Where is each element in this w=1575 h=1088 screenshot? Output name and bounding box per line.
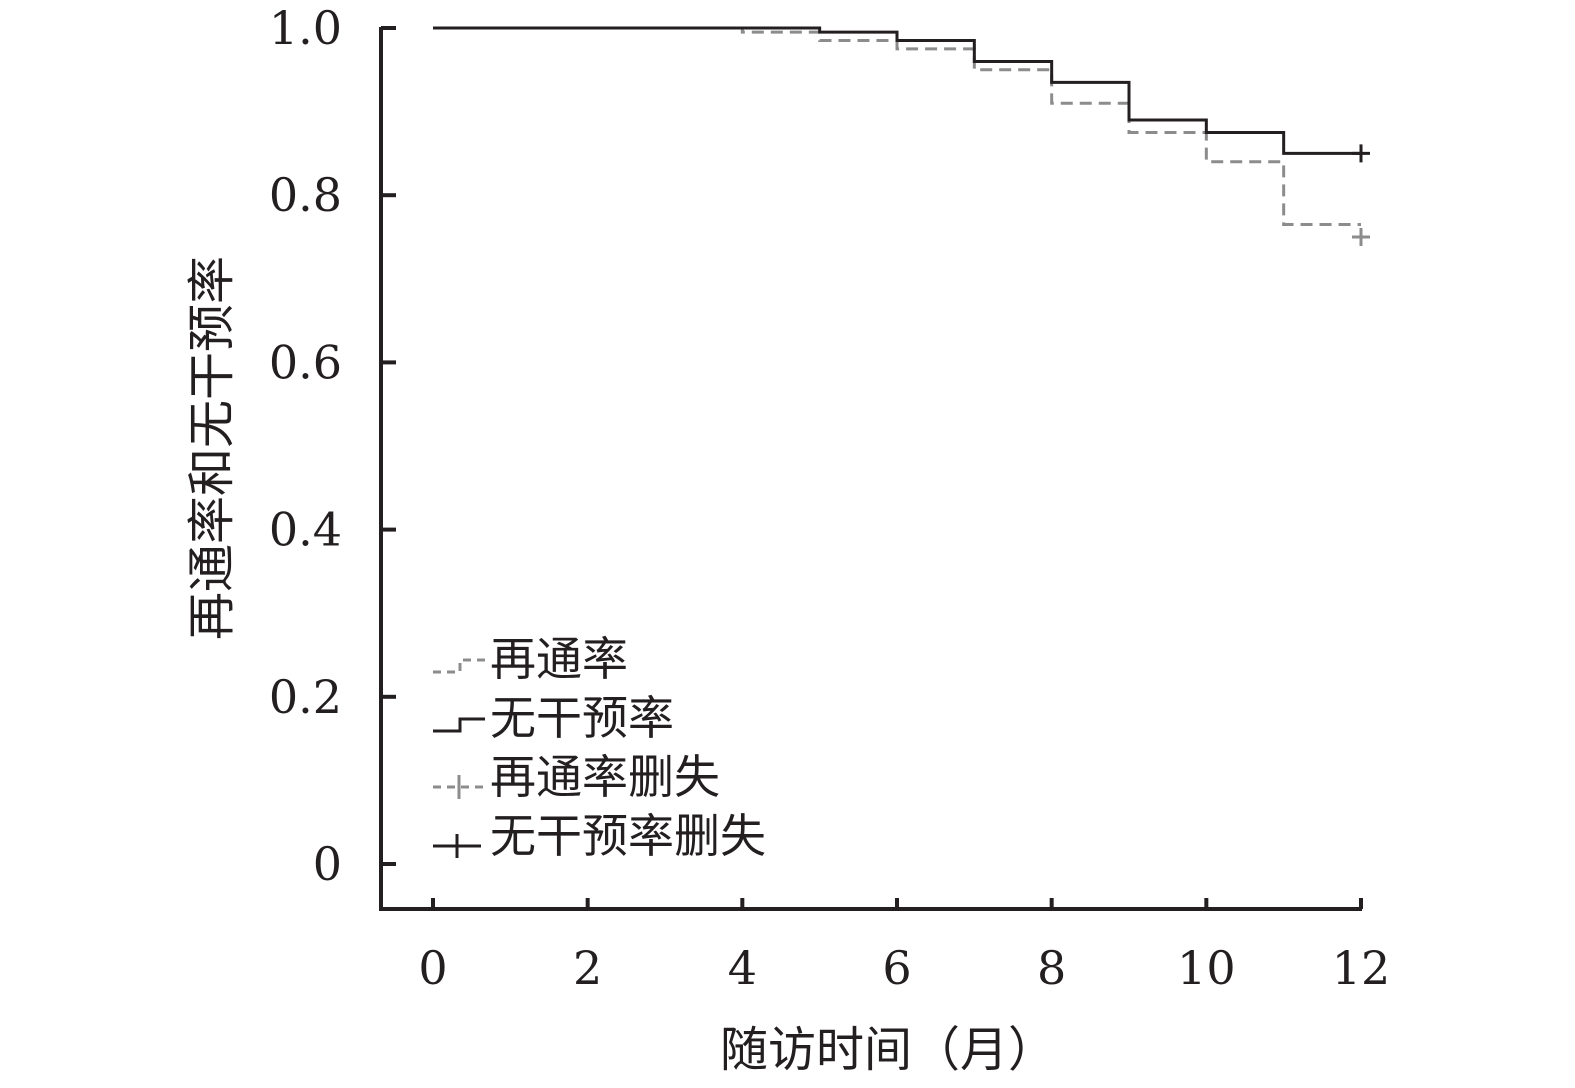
y-tick-label: 0.8 xyxy=(269,168,342,222)
ticks: 0 2 4 6 8 10 12 0 0.2 0.4 0.6 0.8 1.0 xyxy=(269,1,1390,995)
legend: 再通率 无干预率 再通率删失 无干预率删失 xyxy=(433,632,766,863)
x-tick-label: 6 xyxy=(882,941,911,995)
censor-layer xyxy=(1352,144,1370,246)
censor-mark-1 xyxy=(1352,144,1370,163)
legend-swatch-nointervention-censor xyxy=(433,834,481,858)
legend-label-nointervention-censor: 无干预率删失 xyxy=(490,809,766,863)
legend-swatch-nointervention-step xyxy=(433,717,485,733)
axes xyxy=(379,27,1362,911)
series-layer xyxy=(433,26,1361,226)
legend-label-recanal: 再通率 xyxy=(490,632,628,686)
y-tick-label: 0.6 xyxy=(269,335,342,389)
x-axis-title: 随访时间（月） xyxy=(720,1022,1056,1078)
y-axis-title: 再通率和无干预率 xyxy=(184,256,240,640)
x-tick-label: 12 xyxy=(1332,941,1391,995)
series-line-1 xyxy=(433,26,1361,155)
legend-swatch-recanal-censor xyxy=(433,775,485,799)
series-line-0 xyxy=(433,26,1361,226)
y-tick-label: 0 xyxy=(313,837,342,891)
x-tick-label: 2 xyxy=(573,941,602,995)
y-tick-label: 0.4 xyxy=(269,503,342,557)
legend-label-recanal-censor: 再通率删失 xyxy=(490,750,720,804)
x-tick-label: 10 xyxy=(1177,941,1236,995)
censor-mark-0 xyxy=(1352,228,1370,246)
x-tick-label: 0 xyxy=(418,941,447,995)
legend-swatch-recanal-step xyxy=(433,658,485,674)
x-tick-label: 8 xyxy=(1037,941,1066,995)
legend-label-nointervention: 无干预率 xyxy=(490,691,674,745)
y-tick-label: 1.0 xyxy=(269,1,342,55)
x-tick-label: 4 xyxy=(728,941,757,995)
y-tick-label: 0.2 xyxy=(269,670,342,724)
